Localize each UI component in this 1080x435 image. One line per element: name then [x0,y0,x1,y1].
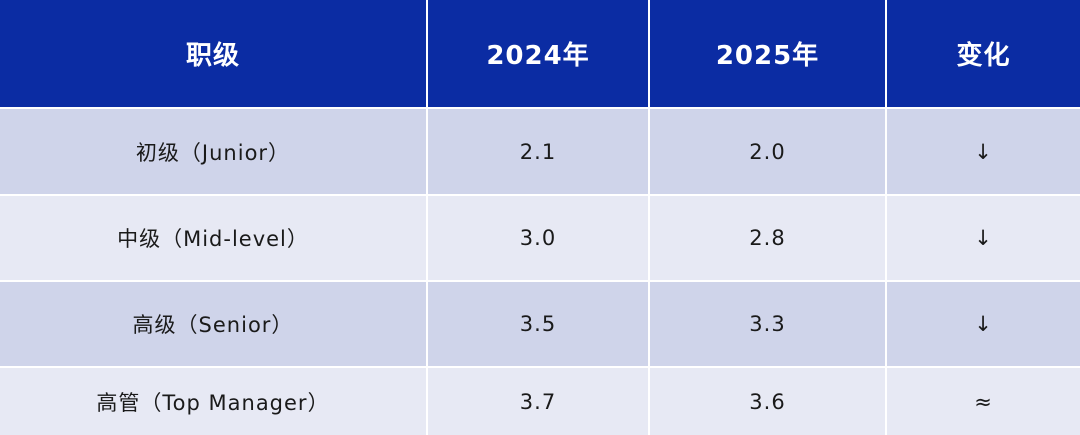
table-cell: 中级（Mid-level） [0,196,426,280]
table-cell: 3.3 [650,282,885,366]
header-cell: 2025年 [650,0,885,107]
header-cell: 2024年 [428,0,648,107]
table-cell: 3.5 [428,282,648,366]
table-cell: 2.8 [650,196,885,280]
table-cell: 3.7 [428,368,648,435]
table-cell: 2.0 [650,109,885,194]
table-cell: ↓ [887,196,1080,280]
header-cell: 变化 [887,0,1080,107]
table-cell: ↓ [887,109,1080,194]
table-cell: 3.0 [428,196,648,280]
table-cell: 3.6 [650,368,885,435]
table-cell: ≈ [887,368,1080,435]
table-cell: 高管（Top Manager） [0,368,426,435]
table-cell: 2.1 [428,109,648,194]
table-cell: 高级（Senior） [0,282,426,366]
header-cell: 职级 [0,0,426,107]
table-cell: ↓ [887,282,1080,366]
table-cell: 初级（Junior） [0,109,426,194]
